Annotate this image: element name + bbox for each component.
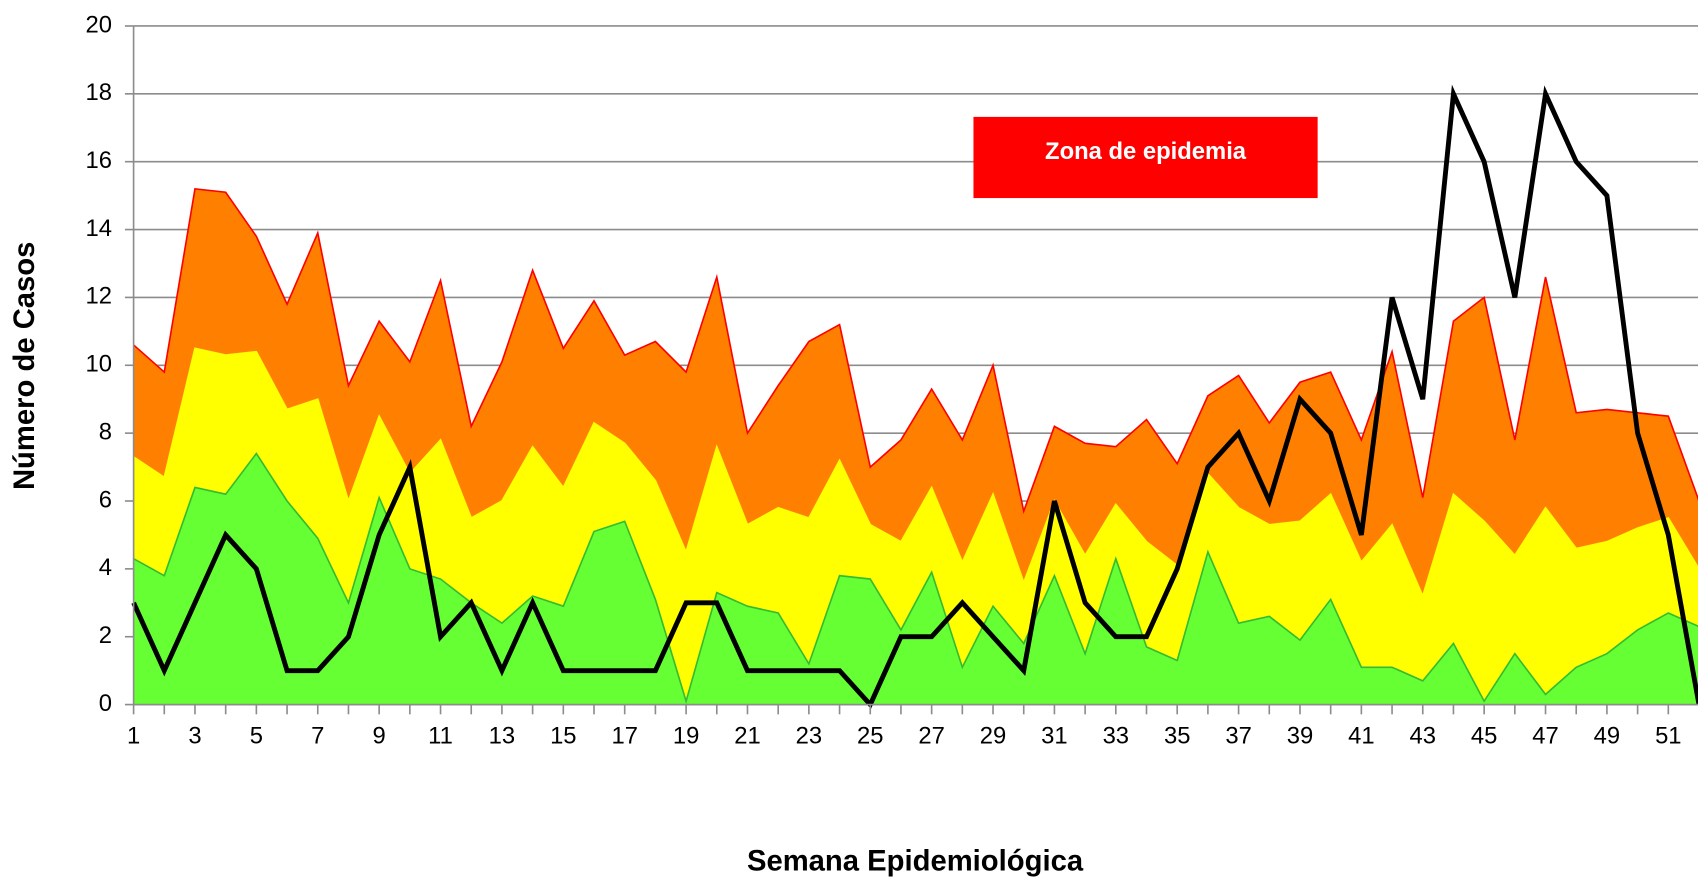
x-tick-label: 33	[1103, 722, 1129, 749]
x-tick-label: 9	[373, 722, 386, 749]
y-tick-label: 4	[99, 554, 112, 581]
area-edge	[133, 187, 1698, 515]
x-tick-label: 31	[1041, 722, 1067, 749]
x-tick-label: 27	[918, 722, 944, 749]
x-tick-label: 7	[311, 722, 324, 749]
x-tick-label: 3	[188, 722, 201, 749]
y-tick-label: 14	[85, 215, 111, 242]
y-axis-title: Número de Casos	[9, 242, 41, 490]
y-tick-label: 20	[85, 11, 111, 38]
x-tick-label: 1	[127, 722, 140, 749]
x-tick-label: 43	[1410, 722, 1436, 749]
x-tick-label: 49	[1594, 722, 1620, 749]
x-tick-label: 13	[489, 722, 515, 749]
x-tick-label: 29	[980, 722, 1006, 749]
x-tick-label: 47	[1532, 722, 1558, 749]
x-tick-label: 25	[857, 722, 883, 749]
x-axis-title: Semana Epidemiológica	[747, 845, 1084, 877]
area-edge	[133, 347, 1698, 599]
x-tick-label: 11	[428, 722, 453, 749]
y-tick-label: 2	[99, 622, 112, 649]
y-tick-label: 6	[99, 486, 112, 513]
annotation: Zona de epidemia	[1045, 138, 1247, 165]
annotation-box	[973, 116, 1318, 199]
x-tick-label: 21	[734, 722, 760, 749]
y-tick-label: 10	[85, 351, 111, 378]
y-tick-label: 8	[99, 418, 112, 445]
x-tick-label: 17	[611, 722, 637, 749]
x-tick-label: 5	[250, 722, 263, 749]
line	[131, 84, 1698, 709]
x-tick-label: 41	[1348, 722, 1374, 749]
area	[133, 453, 1698, 705]
x-tick-label: 39	[1287, 722, 1313, 749]
x-tick-label: 45	[1471, 722, 1497, 749]
area-edge	[133, 452, 1698, 705]
x-tick-label: 15	[550, 722, 576, 749]
y-tick-label: 12	[85, 283, 111, 310]
x-tick-label: 37	[1225, 722, 1251, 749]
y-tick-label: 0	[99, 690, 112, 717]
marks	[131, 84, 1698, 709]
x-tick-label: 51	[1655, 722, 1681, 749]
x-tick-label: 19	[673, 722, 699, 749]
x-tick-label: 35	[1164, 722, 1190, 749]
x-tick-label: 23	[796, 722, 822, 749]
y-tick-label: 18	[85, 79, 111, 106]
y-tick-label: 16	[85, 147, 111, 174]
